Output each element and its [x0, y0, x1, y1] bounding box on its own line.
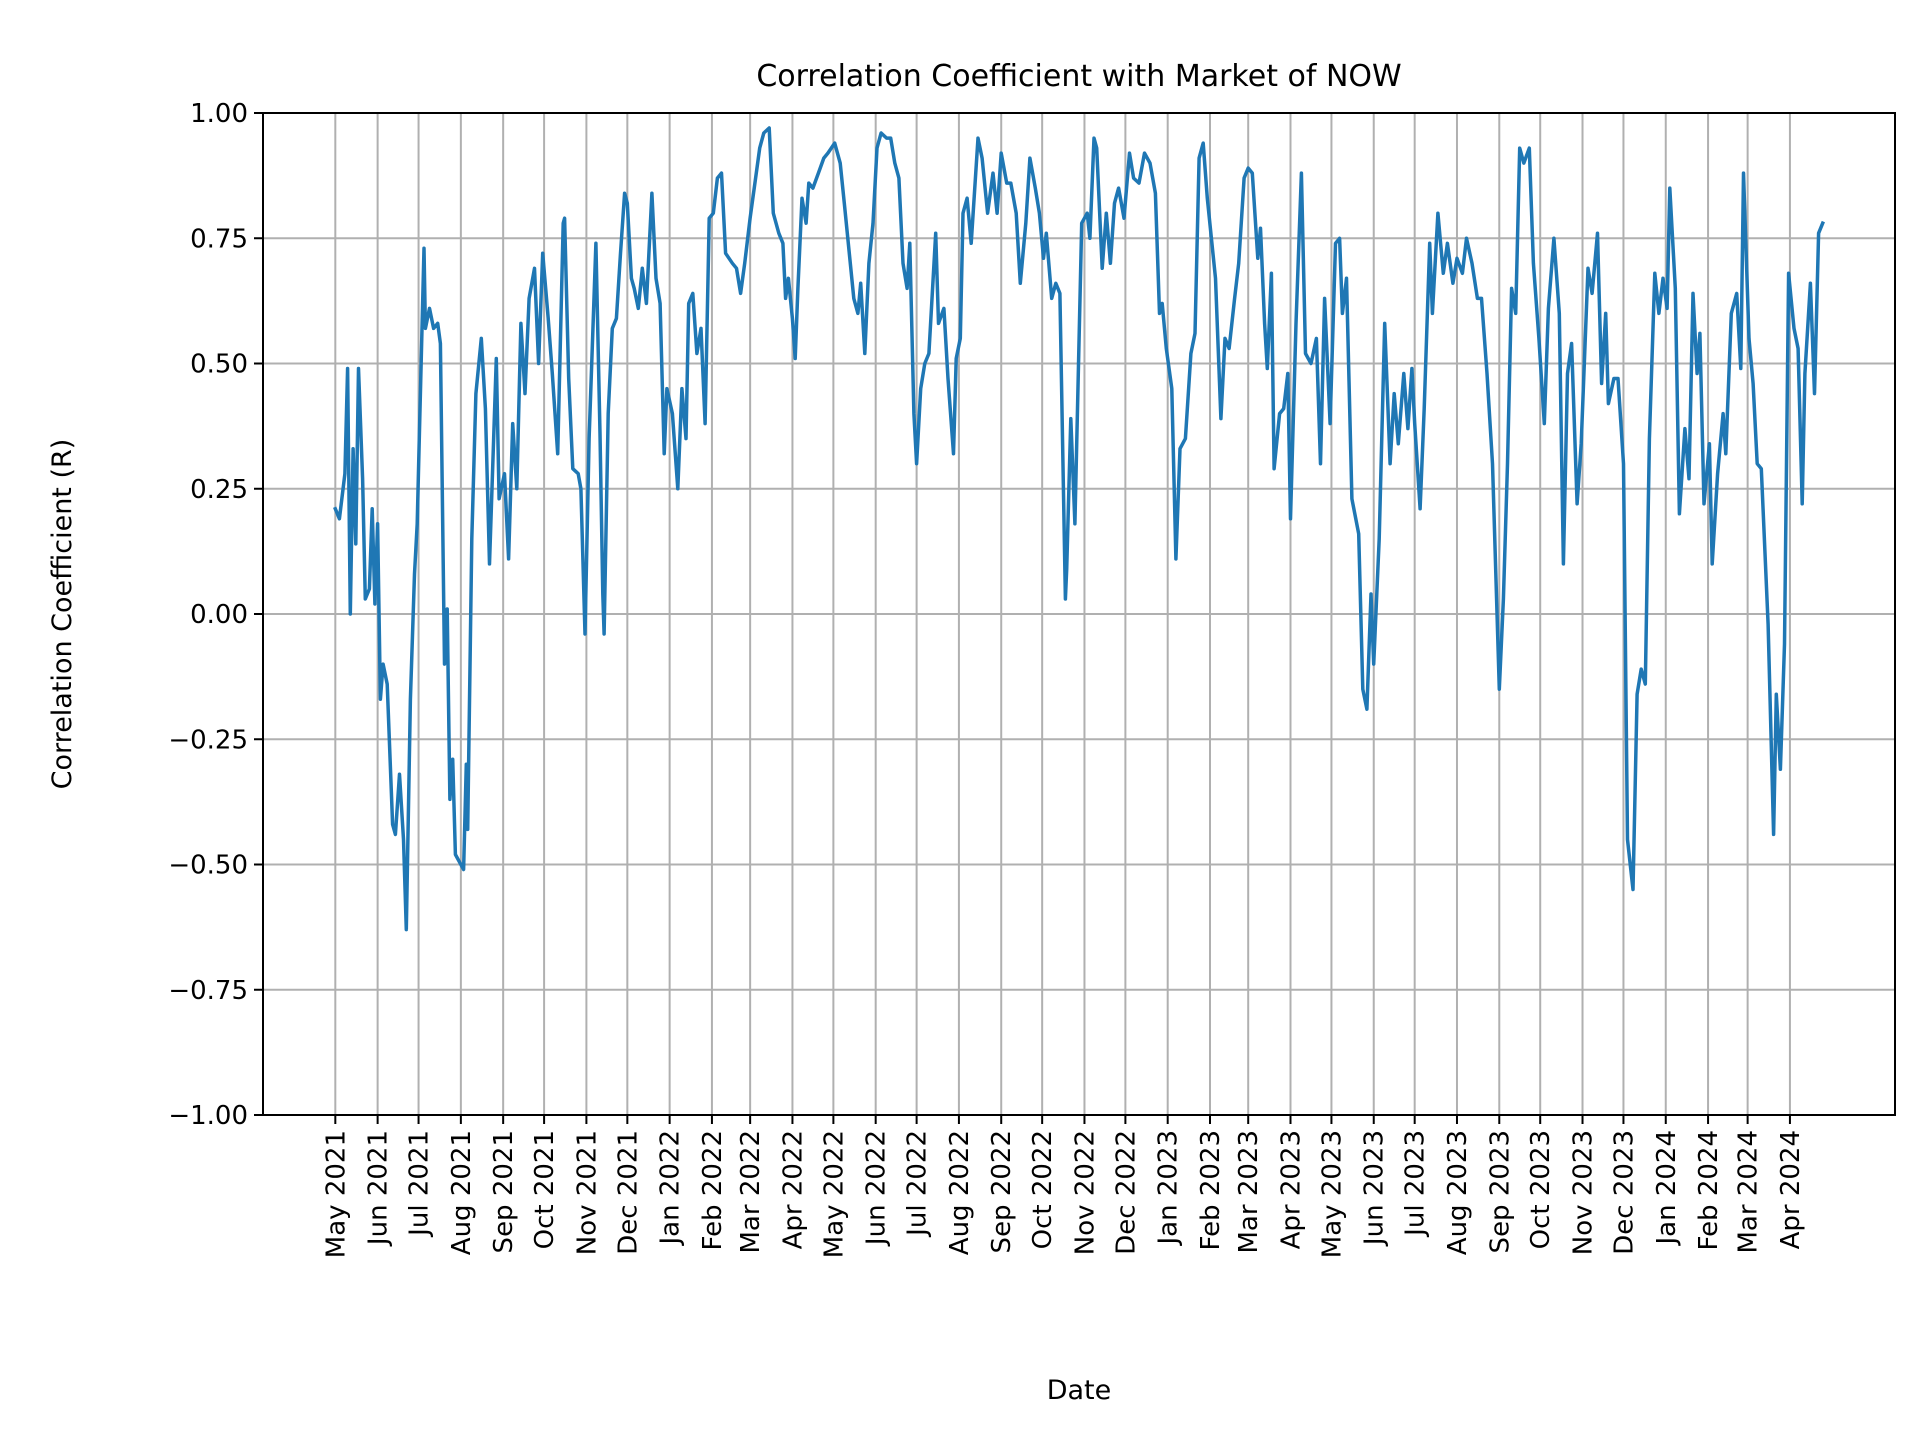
y-tick-label: −1.00	[168, 1101, 248, 1131]
x-tick-label: Apr 2022	[778, 1130, 808, 1249]
y-tick-label: 0.25	[190, 475, 248, 505]
y-tick-label: 0.50	[190, 350, 248, 380]
x-tick-label: Feb 2022	[698, 1130, 728, 1250]
x-tick-label: Sep 2023	[1485, 1130, 1515, 1253]
x-tick-label: Oct 2023	[1526, 1130, 1556, 1249]
x-tick-label: Aug 2021	[447, 1130, 477, 1255]
x-tick-label: Mar 2022	[736, 1130, 766, 1254]
chart-title: Correlation Coefficient with Market of N…	[756, 59, 1401, 94]
x-tick-label: Aug 2022	[945, 1130, 975, 1255]
y-tick-label: −0.75	[168, 976, 248, 1006]
x-tick-label: Feb 2023	[1196, 1130, 1226, 1250]
x-tick-label: May 2022	[819, 1130, 849, 1258]
x-tick-label: Jun 2022	[862, 1130, 892, 1247]
x-tick-label: Dec 2021	[613, 1130, 643, 1255]
x-tick-label: Jan 2022	[656, 1130, 686, 1247]
x-tick-label: Sep 2021	[489, 1130, 519, 1253]
x-tick-label: Apr 2024	[1776, 1130, 1806, 1249]
x-tick-label: Aug 2023	[1443, 1130, 1473, 1255]
y-tick-label: 0.75	[190, 224, 248, 254]
series-line	[333, 126, 1825, 932]
x-tick-label: Jun 2023	[1360, 1130, 1390, 1247]
series-group	[333, 126, 1825, 932]
x-tick-label: Jan 2024	[1652, 1130, 1682, 1247]
x-tick-label: Jul 2021	[405, 1130, 435, 1238]
x-tick-label: Oct 2022	[1028, 1130, 1058, 1249]
x-axis: May 2021 Jun 2021 Jul 2021 Aug 2021 Sep 2021…	[321, 1115, 1806, 1258]
x-tick-label: Nov 2023	[1569, 1130, 1599, 1255]
x-tick-label: Mar 2024	[1734, 1130, 1764, 1254]
y-axis: −1.00 −0.75 −0.50 −0.25 0.00 0.25 0.50 0.75 1.00	[168, 99, 263, 1131]
x-tick-label: Apr 2023	[1277, 1130, 1307, 1249]
x-tick-label: Oct 2021	[530, 1130, 560, 1249]
x-tick-label: May 2023	[1317, 1130, 1347, 1258]
x-tick-label: Sep 2022	[987, 1130, 1017, 1253]
x-tick-label: May 2021	[321, 1130, 351, 1258]
y-tick-label: 1.00	[190, 99, 248, 129]
x-tick-label: Mar 2023	[1234, 1130, 1264, 1254]
x-tick-label: Nov 2022	[1070, 1130, 1100, 1255]
x-tick-label: Jan 2023	[1154, 1130, 1184, 1247]
x-tick-label: Jul 2022	[903, 1130, 933, 1238]
x-tick-label: Nov 2021	[572, 1130, 602, 1255]
y-axis-label: Correlation Coefficient (R)	[47, 439, 78, 790]
x-tick-label: Feb 2024	[1694, 1130, 1724, 1250]
x-tick-label: Jul 2023	[1401, 1130, 1431, 1238]
x-axis-label: Date	[1047, 1375, 1112, 1406]
x-tick-label: Dec 2022	[1111, 1130, 1141, 1255]
x-tick-label: Jun 2021	[364, 1130, 394, 1247]
y-tick-label: −0.50	[168, 851, 248, 881]
y-tick-label: −0.25	[168, 725, 248, 755]
x-tick-label: Dec 2023	[1609, 1130, 1639, 1255]
y-tick-label: 0.00	[190, 600, 248, 630]
